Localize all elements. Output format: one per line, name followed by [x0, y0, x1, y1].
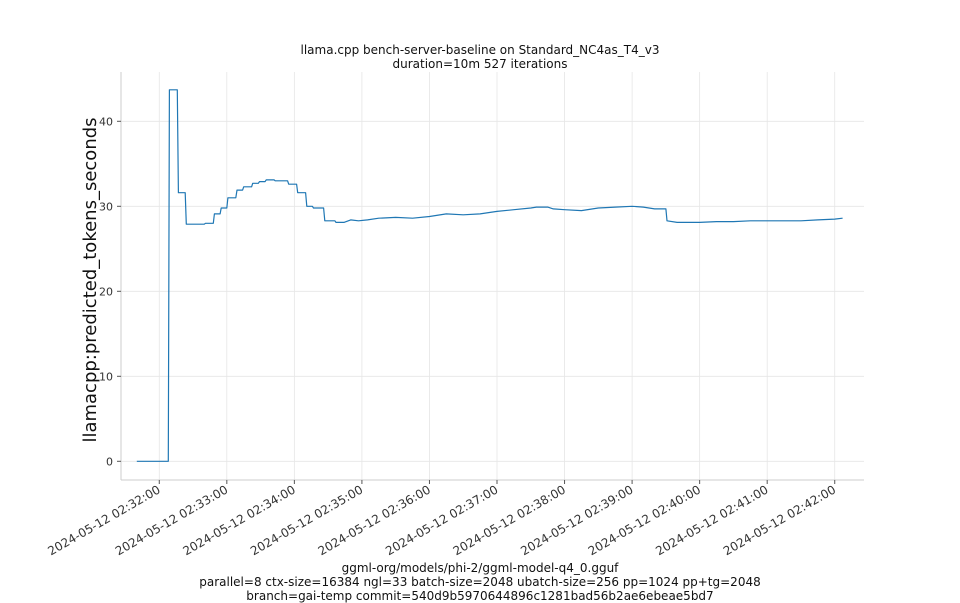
- x-tick-label: 2024-05-12 02:33:00: [113, 482, 230, 558]
- chart-title-block: llama.cpp bench-server-baseline on Stand…: [0, 43, 960, 71]
- y-axis-label: llamacpp:predicted_tokens_seconds: [80, 117, 101, 442]
- x-tick-label: 2024-05-12 02:32:00: [45, 482, 162, 558]
- x-tick-label: 2024-05-12 02:39:00: [518, 482, 635, 558]
- footer-params: parallel=8 ctx-size=16384 ngl=33 batch-s…: [199, 575, 761, 589]
- x-tick-label: 2024-05-12 02:36:00: [316, 482, 433, 558]
- x-tick-label: 2024-05-12 02:35:00: [248, 482, 365, 558]
- x-tick-label: 2024-05-12 02:42:00: [721, 482, 838, 558]
- x-tick-label: 2024-05-12 02:38:00: [451, 482, 568, 558]
- footer-branch: branch=gai-temp commit=540d9b5970644896c…: [246, 589, 714, 603]
- y-tick-label: 20: [99, 285, 113, 298]
- y-tick-label: 10: [99, 370, 113, 383]
- chart-title: llama.cpp bench-server-baseline on Stand…: [300, 43, 660, 57]
- x-tick-label: 2024-05-12 02:37:00: [383, 482, 500, 558]
- y-tick-label: 40: [99, 115, 113, 128]
- chart-footer: ggml-org/models/phi-2/ggml-model-q4_0.gg…: [0, 561, 960, 603]
- footer-model: ggml-org/models/phi-2/ggml-model-q4_0.gg…: [341, 561, 619, 575]
- x-tick-label: 2024-05-12 02:41:00: [653, 482, 770, 558]
- y-tick-label: 0: [106, 455, 113, 468]
- chart-subtitle: duration=10m 527 iterations: [392, 57, 568, 71]
- x-tick-label: 2024-05-12 02:40:00: [586, 482, 703, 558]
- y-tick-label: 30: [99, 200, 113, 213]
- series-line-0: [136, 89, 843, 462]
- x-tick-label: 2024-05-12 02:34:00: [180, 482, 297, 558]
